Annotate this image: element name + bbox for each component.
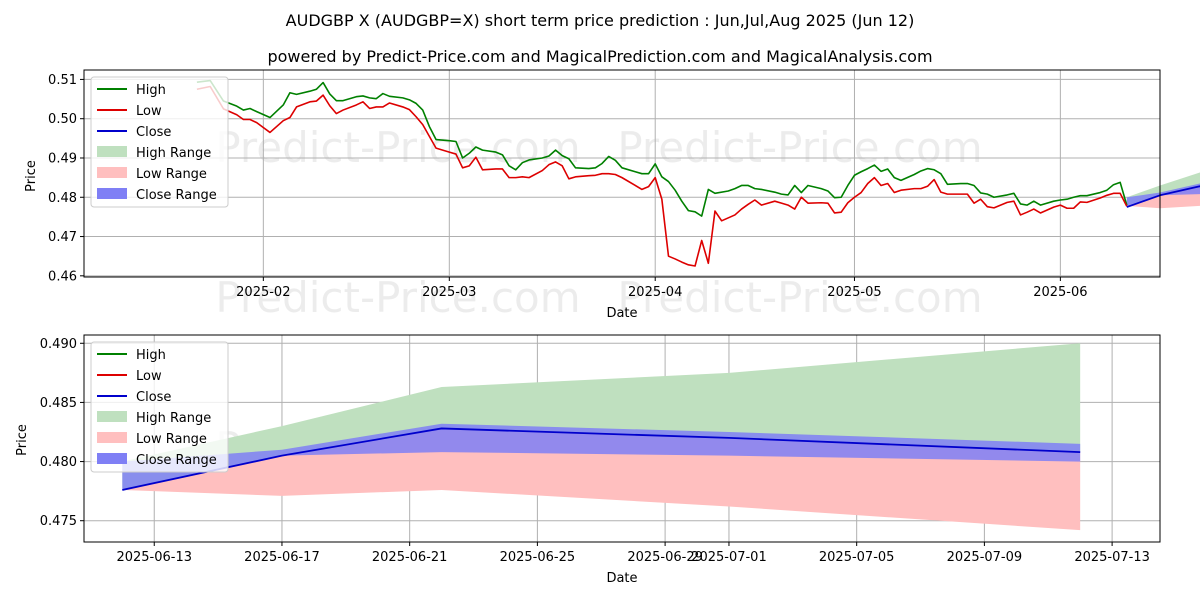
top-legend-low-range-label: Low Range (136, 167, 207, 182)
bottom-x-ticks: 2025-06-13 2025-06-17 2025-06-21 2025-06-25… (116, 542, 1150, 565)
bottom-legend-high-range-swatch (97, 411, 127, 422)
bottom-y-tick-label: 0.475 (40, 514, 77, 529)
bottom-x-tick-label: 2025-07-05 (819, 550, 895, 565)
top-legend-close-range-swatch (97, 188, 127, 199)
top-legend: High Low Close High Range Low Range Clos… (90, 76, 229, 208)
bottom-y-tick-label: 0.480 (40, 455, 77, 470)
top-x-tick-label: 2025-06 (1033, 285, 1087, 300)
top-x-ticks: 2025-02 2025-03 2025-04 2025-05 2025-06 (236, 277, 1088, 300)
bottom-x-tick-label: 2025-06-29 (627, 550, 703, 565)
top-x-axis-label: Date (606, 306, 637, 321)
top-watermark-1: Predict-Price.com (215, 123, 580, 172)
bottom-close-forecast-line (122, 427, 1081, 491)
bottom-legend: High Low Close High Range Low Range Clos… (90, 341, 229, 473)
top-low-series-line (196, 85, 1128, 267)
top-x-tick-label: 2025-02 (236, 285, 290, 300)
top-legend-close-label: Close (136, 125, 171, 140)
top-y-tick-label: 0.51 (48, 73, 77, 88)
top-series-lines (196, 79, 1200, 267)
top-watermark-2: Predict-Price.com (617, 123, 982, 172)
chart-subtitle: powered by Predict-Price.com and Magical… (267, 47, 932, 66)
top-watermarks: Predict-Price.com Predict-Price.com Pred… (215, 123, 982, 322)
bottom-y-tick-label: 0.490 (40, 337, 77, 352)
bottom-legend-close-label: Close (136, 390, 171, 405)
top-y-tick-label: 0.50 (48, 112, 77, 127)
bottom-plot: Predict-Price.com Predict-Price.com 2025… (15, 334, 1161, 586)
bottom-legend-low-range-label: Low Range (136, 432, 207, 447)
top-gridlines (84, 70, 1160, 277)
bottom-legend-close-range-swatch (97, 453, 127, 464)
bottom-high-range-area (122, 343, 1081, 490)
bottom-legend-low-range-swatch (97, 432, 127, 443)
bottom-legend-low-label: Low (136, 369, 162, 384)
top-legend-low-range-swatch (97, 167, 127, 178)
top-y-tick-label: 0.48 (48, 191, 77, 206)
top-x-tick-label: 2025-04 (628, 285, 682, 300)
bottom-series-lines (122, 427, 1081, 491)
top-legend-high-range-label: High Range (136, 146, 211, 161)
top-watermark-4: Predict-Price.com (617, 273, 982, 322)
top-legend-low-label: Low (136, 104, 162, 119)
bottom-x-tick-label: 2025-06-17 (244, 550, 320, 565)
top-legend-high-label: High (136, 83, 166, 98)
bottom-legend-close-range-label: Close Range (136, 453, 217, 468)
bottom-close-range-area (122, 423, 1081, 490)
bottom-x-axis-label: Date (606, 571, 637, 586)
top-x-tick-label: 2025-05 (827, 285, 881, 300)
bottom-plot-frame (83, 334, 1161, 543)
bottom-legend-high-range-label: High Range (136, 411, 211, 426)
top-plot: Predict-Price.com Predict-Price.com Pred… (24, 69, 1200, 322)
top-y-ticks: 0.46 0.47 0.48 0.49 0.50 0.51 (48, 73, 84, 284)
bottom-x-tick-label: 2025-06-25 (500, 550, 576, 565)
top-plot-frame (83, 69, 1161, 278)
bottom-range-areas (122, 343, 1081, 531)
top-watermark-3: Predict-Price.com (215, 273, 580, 322)
top-y-axis-label: Price (24, 160, 39, 192)
bottom-x-tick-label: 2025-06-13 (116, 550, 192, 565)
bottom-y-ticks: 0.475 0.480 0.485 0.490 (40, 337, 84, 529)
bottom-x-tick-label: 2025-06-21 (372, 550, 448, 565)
bottom-y-tick-label: 0.485 (40, 396, 77, 411)
top-y-tick-label: 0.46 (48, 269, 77, 284)
bottom-x-tick-label: 2025-07-01 (691, 550, 767, 565)
bottom-x-tick-label: 2025-07-09 (947, 550, 1023, 565)
top-legend-high-range-swatch (97, 146, 127, 157)
top-high-series-line (196, 79, 1128, 217)
top-y-tick-label: 0.47 (48, 230, 77, 245)
chart-title: AUDGBP X (AUDGBP=X) short term price pre… (286, 11, 915, 30)
top-y-tick-label: 0.49 (48, 151, 77, 166)
top-legend-close-range-label: Close Range (136, 188, 217, 203)
top-x-tick-label: 2025-03 (422, 285, 476, 300)
bottom-x-tick-label: 2025-07-13 (1074, 550, 1150, 565)
bottom-legend-high-label: High (136, 348, 166, 363)
bottom-y-axis-label: Price (15, 424, 30, 456)
